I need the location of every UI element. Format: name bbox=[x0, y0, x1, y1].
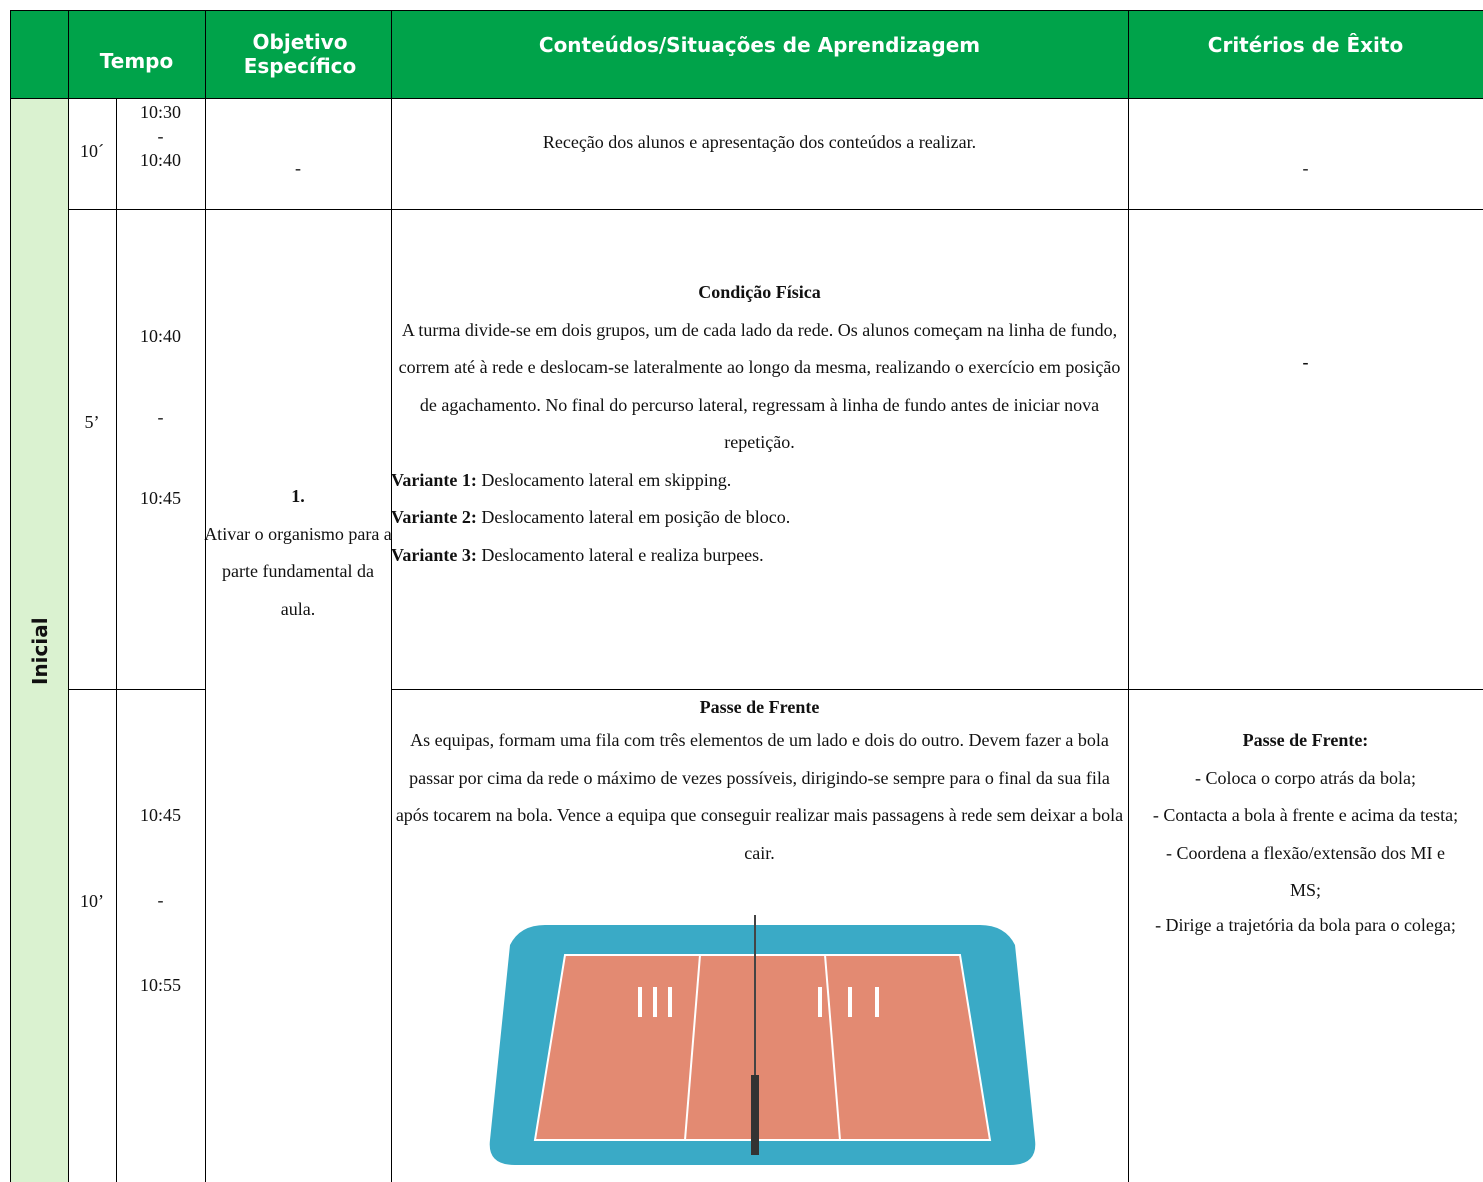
content-title: Passe de Frente bbox=[699, 697, 820, 717]
objective-block: 1. Ativar o organismo para a parte funda… bbox=[204, 478, 392, 629]
variant-text: Deslocamento lateral e realiza burpees. bbox=[476, 544, 764, 565]
variant-text: Deslocamento lateral em posição de bloco… bbox=[476, 507, 791, 527]
variant-text: Deslocamento lateral em skipping. bbox=[476, 469, 732, 490]
criteria-item: - Coloca o corpo atrás da bola; bbox=[1195, 767, 1416, 788]
time: 10:55 bbox=[139, 975, 181, 995]
duration: 10´ bbox=[68, 98, 116, 209]
duration: 10’ bbox=[80, 890, 104, 911]
time: 10:40 bbox=[139, 326, 181, 346]
time: 10:45 bbox=[139, 488, 181, 508]
header-bg bbox=[10, 10, 1483, 98]
duration: 5’ bbox=[84, 411, 100, 432]
criteria-block: Passe de Frente: - Coloca o corpo atrás … bbox=[1128, 722, 1483, 940]
content-text: As equipas, formam uma fila com três ele… bbox=[395, 730, 1124, 863]
time: - bbox=[157, 126, 164, 146]
header-objective: Objetivo Específico bbox=[243, 30, 357, 78]
criteria: - bbox=[1302, 352, 1309, 372]
content-block: Condição Física A turma divide-se em doi… bbox=[391, 274, 1128, 574]
section-label: Inicial bbox=[28, 617, 52, 685]
content-title: Condição Física bbox=[698, 282, 821, 302]
variant-label: Variante 1: bbox=[391, 469, 477, 490]
time: - bbox=[157, 407, 164, 427]
objective: - bbox=[295, 158, 301, 178]
border bbox=[68, 10, 69, 1182]
objective-text: Ativar o organismo para a parte fundamen… bbox=[204, 516, 392, 629]
criteria: - bbox=[1302, 158, 1309, 178]
border bbox=[10, 10, 1483, 11]
times: 10:40 - 10:45 bbox=[116, 318, 205, 517]
border bbox=[205, 10, 206, 1182]
criteria-item: - Coordena a flexão/extensão dos MI e MS… bbox=[1166, 842, 1445, 901]
border bbox=[10, 10, 11, 1182]
border bbox=[1128, 10, 1129, 1182]
variant: Variante 3: Deslocamento lateral e reali… bbox=[391, 537, 1128, 575]
header-criteria: Critérios de Êxito bbox=[1207, 33, 1404, 57]
border bbox=[68, 689, 205, 690]
times: 10:30 - 10:40 bbox=[116, 100, 205, 172]
times: 10:45 - 10:55 bbox=[116, 797, 205, 1004]
time: 10:45 bbox=[139, 805, 181, 825]
time: - bbox=[157, 890, 164, 910]
variant: Variante 2: Deslocamento lateral em posi… bbox=[391, 499, 1128, 537]
time: 10:40 bbox=[139, 150, 181, 170]
content: Receção dos alunos e apresentação dos co… bbox=[542, 132, 977, 152]
criteria-item: - Dirige a trajetória da bola para o col… bbox=[1155, 914, 1456, 935]
content-text: A turma divide-se em dois grupos, um de … bbox=[398, 319, 1121, 453]
objective-number: 1. bbox=[291, 486, 305, 506]
header-time: Tempo bbox=[99, 49, 174, 73]
variant-label: Variante 3: bbox=[391, 544, 477, 565]
border bbox=[68, 209, 1483, 210]
header-content: Conteúdos/Situações de Aprendizagem bbox=[538, 33, 981, 57]
criteria-item: - Contacta a bola à frente e acima da te… bbox=[1152, 805, 1459, 825]
objective-text-span: Ativar o organismo para a parte fundamen… bbox=[204, 523, 392, 619]
border bbox=[116, 98, 117, 1182]
section-bg bbox=[10, 98, 68, 1182]
criteria-title: Passe de Frente: bbox=[1242, 730, 1369, 750]
variant-label: Variante 2: bbox=[391, 507, 477, 527]
duration-text: 10´ bbox=[80, 140, 104, 161]
border bbox=[391, 689, 1483, 690]
court-image bbox=[489, 915, 1036, 1165]
content-block: Passe de Frente As equipas, formam uma f… bbox=[391, 692, 1128, 872]
time: 10:30 bbox=[139, 102, 181, 122]
border bbox=[391, 10, 392, 1182]
border bbox=[10, 98, 1483, 99]
variant: Variante 1: Deslocamento lateral em skip… bbox=[391, 462, 1128, 500]
